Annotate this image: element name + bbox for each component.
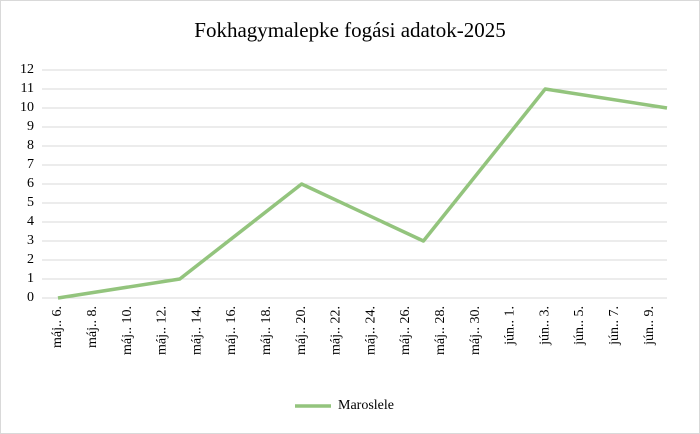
x-tick-label: máj.. 6. — [50, 306, 65, 348]
y-tick-label: 8 — [27, 138, 34, 153]
x-tick-label: jún.. 7. — [607, 306, 622, 346]
x-tick-label: jún.. 1. — [503, 306, 518, 346]
chart-title: Fokhagymalepke fogási adatok-2025 — [194, 18, 505, 42]
series-line — [57, 87, 668, 300]
y-tick-label: 7 — [27, 157, 34, 172]
legend-label: Maroslele — [338, 398, 394, 413]
x-tick-label: máj.. 24. — [363, 306, 378, 355]
y-tick-label: 12 — [20, 62, 34, 77]
y-tick-label: 0 — [27, 290, 34, 305]
x-tick-label: máj.. 10. — [120, 306, 135, 355]
x-tick-label: máj.. 26. — [398, 306, 413, 355]
y-tick-label: 6 — [27, 176, 34, 191]
y-tick-label: 10 — [20, 100, 34, 115]
x-tick-label: máj.. 14. — [189, 306, 204, 355]
x-tick-label: jún.. 3. — [537, 306, 552, 346]
x-tick-label: máj.. 30. — [468, 306, 483, 355]
y-tick-label: 9 — [27, 119, 34, 134]
y-tick-label: 3 — [27, 233, 34, 248]
x-tick-label: máj.. 22. — [329, 306, 344, 355]
x-tick-label: máj.. 16. — [224, 306, 239, 355]
x-tick-label: máj.. 28. — [433, 306, 448, 355]
x-tick-label: jún.. 5. — [572, 306, 587, 346]
x-tick-label: máj.. 18. — [259, 306, 274, 355]
y-tick-label: 11 — [21, 81, 34, 96]
y-tick-label: 2 — [27, 252, 34, 267]
x-tick-label: jún.. 9. — [642, 306, 657, 346]
x-tick-label: máj.. 12. — [155, 306, 170, 355]
y-tick-label: 1 — [27, 271, 34, 286]
y-tick-label: 5 — [27, 195, 34, 210]
y-tick-label: 4 — [27, 214, 34, 229]
x-tick-label: máj.. 20. — [294, 306, 309, 355]
x-tick-label: máj.. 8. — [85, 306, 100, 348]
